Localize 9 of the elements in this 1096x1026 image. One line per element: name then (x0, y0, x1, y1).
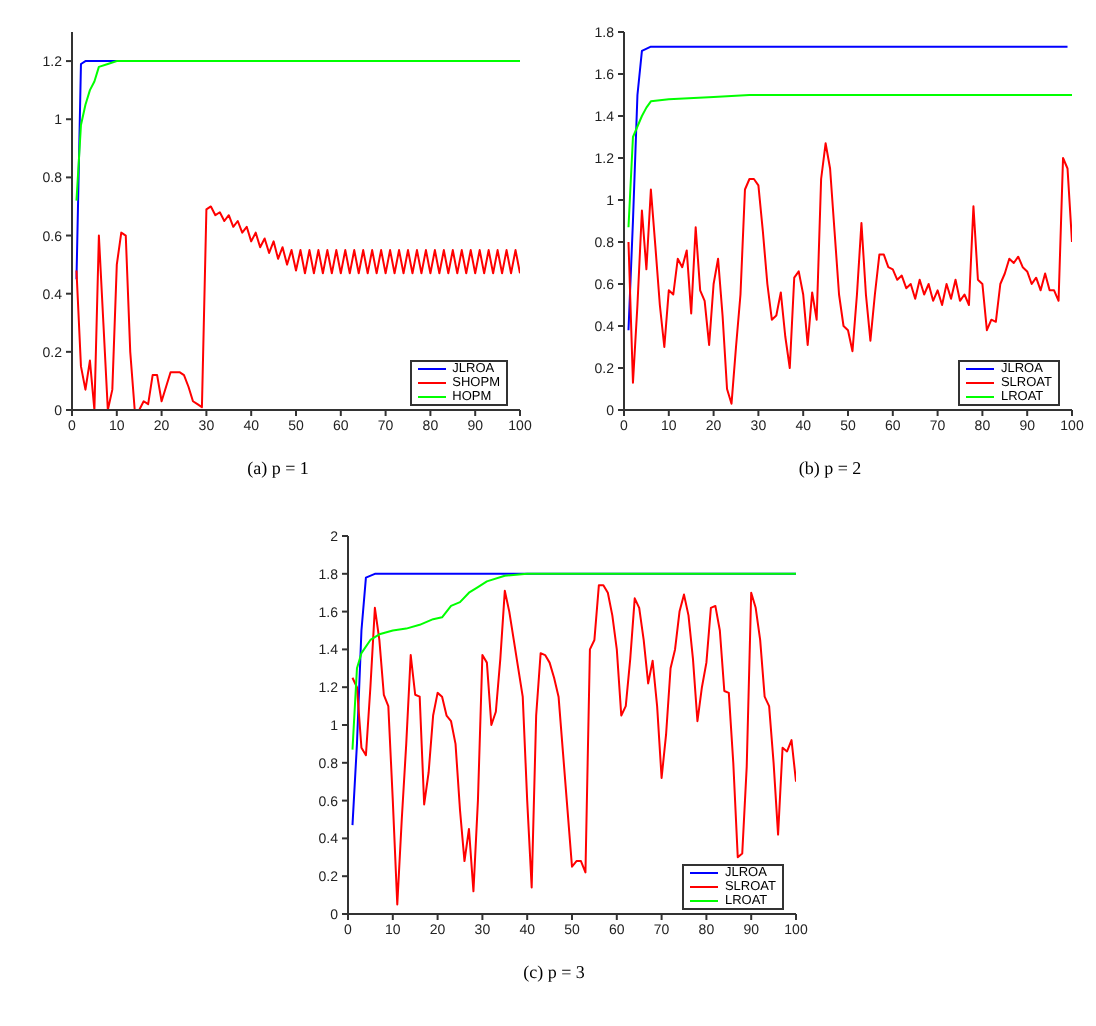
text: (c) p = 3 (521, 962, 587, 982)
line-series (351, 584, 796, 906)
line-series (627, 94, 1072, 229)
line-series (351, 572, 796, 751)
line-series (627, 45, 1069, 332)
line-series (627, 142, 1072, 405)
text: (a) p = 1 (245, 458, 311, 478)
text: (b) p = 2 (796, 458, 864, 478)
line-series (75, 60, 520, 202)
